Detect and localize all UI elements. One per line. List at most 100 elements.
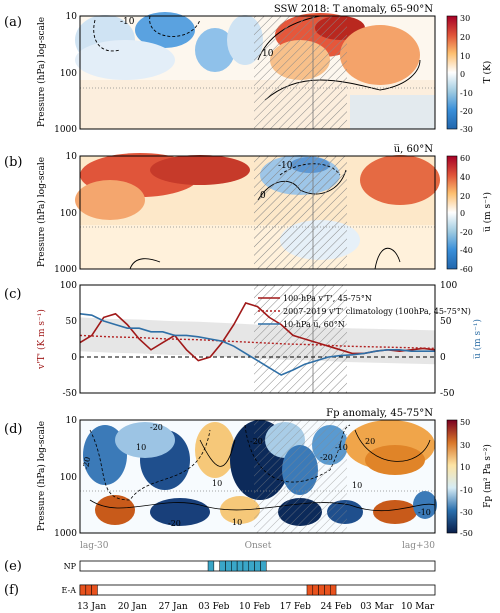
series-line-2 [79, 313, 435, 376]
panel-a: -10 10 [75, 12, 436, 130]
panel-a-title: SSW 2018: T anomaly, 65-90°N [274, 4, 433, 15]
cbar-d-tick: -10 [460, 486, 473, 495]
panel-a-contour-label: 10 [262, 49, 274, 59]
regime-day-cell [79, 584, 87, 596]
y-axis-label-c-left: v'T' (K m s⁻¹) [36, 309, 47, 370]
regime-ea-bar [79, 584, 436, 596]
panel-d-contour-label: 20 [365, 437, 375, 446]
c-right-tick: 100 [440, 281, 457, 291]
panel-d-contour-label: -10 [335, 443, 348, 452]
panel-b-contour-label: -10 [278, 161, 293, 171]
cbar-a-tick: -30 [460, 125, 473, 134]
panel-b-contour-label: 0 [260, 191, 266, 201]
regime-day-cell [324, 584, 331, 596]
panel-d-contour-label: 10 [232, 518, 242, 527]
date-tick-label: 27 Jan [159, 602, 188, 612]
panel-c: 100-hPa v'T', 45-75°N 2007-2019 v'T' cli… [79, 284, 471, 394]
regime-np-label: NP [64, 562, 77, 571]
pressure-tick: 1000 [54, 265, 77, 275]
regime-day-cell [260, 560, 267, 572]
panel-d-contour-label: -10 [418, 508, 431, 517]
cbar-d-tick: 50 [460, 418, 470, 427]
panel-letter-d: (d) [4, 422, 22, 437]
c-right-tick: 50 [440, 317, 452, 327]
panel-d-contour-labels: -20 10 -20 10 10 -20 10 -20 20 -20 -10 -… [81, 423, 431, 528]
pressure-tick: 10 [66, 12, 78, 22]
panel-letter-f: (f) [4, 583, 19, 598]
pressure-tick: 1000 [54, 529, 77, 539]
cbar-a-tick: 0 [460, 70, 465, 79]
cbar-b-tick: 0 [460, 209, 465, 218]
pressure-tick: 100 [60, 209, 77, 219]
date-tick-label: 17 Feb [280, 602, 311, 612]
c-left-tick: 50 [66, 317, 78, 327]
cbar-a-tick: 10 [460, 52, 470, 61]
line-plot-area [79, 302, 436, 376]
cbar-d-tick: -30 [460, 508, 473, 517]
panel-b-title: u̅, 60°N [394, 144, 434, 155]
onset-labels: lag-30 Onset lag+30 [80, 541, 435, 551]
pressure-tick: 1000 [54, 125, 77, 135]
legend: 100-hPa v'T', 45-75°N 2007-2019 v'T' cli… [258, 294, 471, 329]
regime-day-cell [318, 584, 325, 596]
c-left-tick: -50 [63, 389, 78, 399]
regime-day-cell [312, 584, 319, 596]
c-left-tick: 0 [71, 353, 77, 363]
cbar-a-tick: -10 [460, 89, 473, 98]
regime-day-cell [231, 560, 238, 572]
colorbar-b [446, 155, 458, 270]
colorbar-d [446, 419, 458, 534]
cbar-b-tick: 20 [460, 192, 470, 201]
regime-day-cell [248, 560, 255, 572]
cbar-d-tick: -50 [460, 529, 473, 538]
pressure-tick: 100 [60, 473, 77, 483]
onset-label: Onset [245, 541, 272, 551]
colorbar-b-label: u̅ (m s⁻¹) [482, 192, 493, 232]
date-tick-label: 20 Jan [118, 602, 147, 612]
legend-label: 10-hPa u̅, 60°N [283, 320, 345, 329]
panel-b: -10 0 [75, 153, 440, 270]
date-tick-label: 03 Feb [198, 602, 229, 612]
date-tick-label: 10 Feb [239, 602, 270, 612]
cbar-a-tick: -20 [460, 107, 473, 116]
panel-letter-e: (e) [4, 559, 22, 574]
regime-np-bar [79, 560, 436, 572]
series-line-1 [79, 334, 436, 350]
regime-day-cell [219, 560, 226, 572]
panel-c-ticks: 100 50 0 -50 100 50 0 -50 [60, 281, 458, 399]
regime-ea-label: E-A [62, 586, 77, 595]
colorbar-a-label: T (K) [482, 61, 493, 84]
regime-day-cell [242, 560, 250, 572]
c-left-tick: 100 [60, 281, 77, 291]
pressure-ticks: 10 100 1000 10 100 1000 10 100 1000 [54, 12, 77, 539]
legend-label: 100-hPa v'T', 45-75°N [283, 294, 372, 303]
panel-d-contour-label: -20 [150, 423, 163, 432]
panel-d-contour-label: 10 [212, 479, 222, 488]
panel-letter-a: (a) [4, 15, 22, 30]
panel-d-title: Fp anomaly, 45-75°N [326, 408, 433, 419]
colorbar-ticks: 30 20 10 0 -10 -20 -30 60 40 20 0 -20 -4… [460, 14, 473, 538]
panel-letter-c: (c) [4, 287, 21, 302]
pressure-tick: 10 [66, 416, 78, 426]
cbar-b-tick: -20 [460, 228, 473, 237]
cbar-d-tick: 30 [460, 441, 470, 450]
panel-d: -20 10 -20 10 10 -20 10 -20 20 -20 -10 -… [79, 419, 437, 534]
date-axis: 13 Jan 20 Jan 27 Jan 03 Feb 10 Feb 17 Feb 24 F… [77, 602, 435, 612]
cbar-d-tick: 10 [460, 463, 470, 472]
panel-d-contour-label: -20 [320, 453, 333, 462]
y-axis-label-b: Pressure (hPa) log-scale [36, 157, 47, 267]
regime-day-cell [85, 584, 92, 596]
cbar-b-tick: -60 [460, 265, 473, 274]
cbar-b-tick: -40 [460, 246, 473, 255]
regime-day-cell [91, 584, 98, 596]
cbar-a-tick: 30 [460, 14, 470, 23]
date-tick-label: 24 Feb [320, 602, 351, 612]
panel-a-contour-label: -10 [120, 17, 135, 27]
y-axis-label-d: Pressure (hPa) log-scale [36, 421, 47, 531]
lag-left-label: lag-30 [80, 541, 109, 551]
regime-day-cell [207, 560, 215, 572]
pressure-tick: 10 [66, 152, 78, 162]
lag-right-label: lag+30 [402, 541, 435, 551]
regime-day-cell [225, 560, 232, 572]
